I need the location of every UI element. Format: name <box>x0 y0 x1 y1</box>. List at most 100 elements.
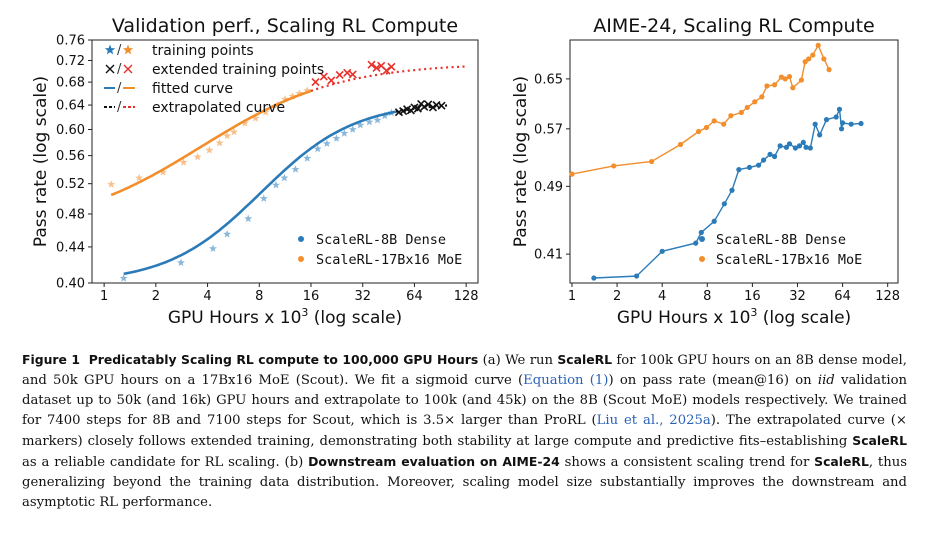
caption-text-4: validation dataset up to 50k (and 16k) G… <box>22 373 907 428</box>
equation-link[interactable]: Equation (1) <box>523 373 609 388</box>
extended-point-moe <box>372 63 381 72</box>
y-tick-label: 0.68 <box>56 76 85 91</box>
extrapolated-curve-moe <box>310 65 468 92</box>
data-point-moe <box>611 163 617 169</box>
legend-series-dot <box>699 256 705 262</box>
data-point-8b <box>786 141 793 147</box>
training-point-8b <box>348 125 357 133</box>
training-point-8b <box>365 117 374 126</box>
training-point-moe <box>295 89 304 97</box>
data-point-8b <box>736 167 742 173</box>
training-point-moe <box>281 95 289 103</box>
caption-scalerl-2: ScaleRL <box>852 433 907 448</box>
x-tick-label: 8 <box>255 289 263 304</box>
x-tick-label: 16 <box>744 289 761 304</box>
extended-point-moe <box>319 72 328 81</box>
y-tick-label: 0.72 <box>56 54 85 69</box>
data-point-8b <box>792 145 799 151</box>
x-tick-label: 128 <box>454 289 479 304</box>
data-point-moe <box>790 85 796 91</box>
data-point-moe <box>826 67 832 73</box>
caption-bold-b: Downstream evaluation on AIME-24 <box>308 454 560 469</box>
y-tick-label: 0.56 <box>56 149 85 164</box>
training-point-8b <box>387 108 396 117</box>
training-point-moe <box>223 131 232 140</box>
legend-series-label: ScaleRL-17Bx16 MoE <box>716 252 862 268</box>
extended-point-moe <box>382 66 391 75</box>
data-point-moe <box>677 141 684 148</box>
training-point-8b <box>291 165 300 173</box>
training-point-8b <box>209 244 217 252</box>
data-point-8b <box>755 162 762 168</box>
legend-main-label: fitted curve <box>152 81 233 97</box>
y-axis-label: Pass rate (log scale) <box>511 76 531 247</box>
x-tick-label: 1 <box>568 289 576 304</box>
data-point-moe <box>703 124 710 131</box>
citation-link[interactable]: Liu et al., 2025a <box>596 413 711 428</box>
x-tick-label: 4 <box>658 289 666 304</box>
extended-point-moe <box>327 76 336 85</box>
legend-main-label: extended training points <box>152 62 324 78</box>
x-tick-label: 1 <box>100 289 108 304</box>
data-point-8b <box>591 275 597 281</box>
data-point-moe <box>759 94 765 100</box>
x-tick-label: 64 <box>406 289 423 304</box>
data-point-8b <box>803 144 809 150</box>
caption-text-3: ) on pass rate (mean@16) on <box>608 373 818 388</box>
y-axis-label: Pass rate (log scale) <box>31 76 51 247</box>
training-point-8b <box>322 139 331 147</box>
figure-panels: 0.40 0.44 0.48 0.52 0.56 0.60 0.64 0.68 0.72 0.76… <box>31 15 900 328</box>
legend-series-dot <box>298 236 304 242</box>
y-tick-label: 0.52 <box>56 177 85 192</box>
extended-point-moe <box>387 62 396 71</box>
training-point-moe <box>205 146 214 154</box>
extended-point-8b <box>437 101 446 110</box>
data-point-8b <box>838 126 845 132</box>
data-point-8b <box>634 273 640 279</box>
legend-x-black <box>105 64 115 74</box>
training-point-moe <box>251 114 260 122</box>
y-tick-label: 0.44 <box>56 240 85 255</box>
y-tick-label: 0.48 <box>56 207 85 222</box>
training-point-8b <box>303 154 312 162</box>
legend-series-label: ScaleRL-17Bx16 MoE <box>316 252 462 268</box>
y-tick-label: 0.40 <box>56 277 85 292</box>
training-point-8b <box>280 173 289 182</box>
caption-text-8: , thus generalizing beyond the training … <box>22 455 907 510</box>
chart-title: AIME-24, Scaling RL Compute <box>593 15 874 37</box>
x-tick-label: 32 <box>789 289 806 304</box>
training-point-8b <box>313 144 322 153</box>
training-point-moe <box>303 86 312 94</box>
data-point-moe <box>771 82 778 88</box>
x-tick-label: 16 <box>303 289 320 304</box>
figure-caption: Figure 1 Predicatably Scaling RL compute… <box>22 350 907 513</box>
training-point-moe <box>273 100 282 109</box>
data-point-8b <box>836 106 843 112</box>
extended-point-moe <box>311 78 320 87</box>
caption-iid: iid <box>817 373 835 388</box>
data-point-8b <box>746 164 753 171</box>
training-point-8b <box>340 129 349 137</box>
extended-point-8b <box>413 104 422 113</box>
training-point-moe <box>215 138 224 147</box>
data-point-moe <box>569 171 575 177</box>
extended-point-moe <box>367 60 376 69</box>
caption-scalerl-1: ScaleRL <box>557 352 613 367</box>
fitted-curve-8b <box>123 110 397 276</box>
extended-point-moe <box>343 68 352 77</box>
extended-point-moe <box>348 70 357 79</box>
data-point-8b <box>760 157 767 163</box>
data-point-moe <box>711 118 717 124</box>
training-point-moe <box>288 92 297 100</box>
y-tick-label: 0.41 <box>534 248 563 263</box>
legend-slash: / <box>117 100 122 115</box>
data-point-moe <box>810 52 816 58</box>
data-point-moe <box>806 56 812 62</box>
data-point-moe <box>738 109 744 116</box>
x-tick-label: 2 <box>613 289 621 304</box>
chart-title: Validation perf., Scaling RL Compute <box>112 15 458 37</box>
training-point-8b <box>223 230 232 238</box>
data-point-moe <box>798 77 805 83</box>
training-point-moe <box>230 127 238 136</box>
training-point-8b <box>244 214 253 223</box>
